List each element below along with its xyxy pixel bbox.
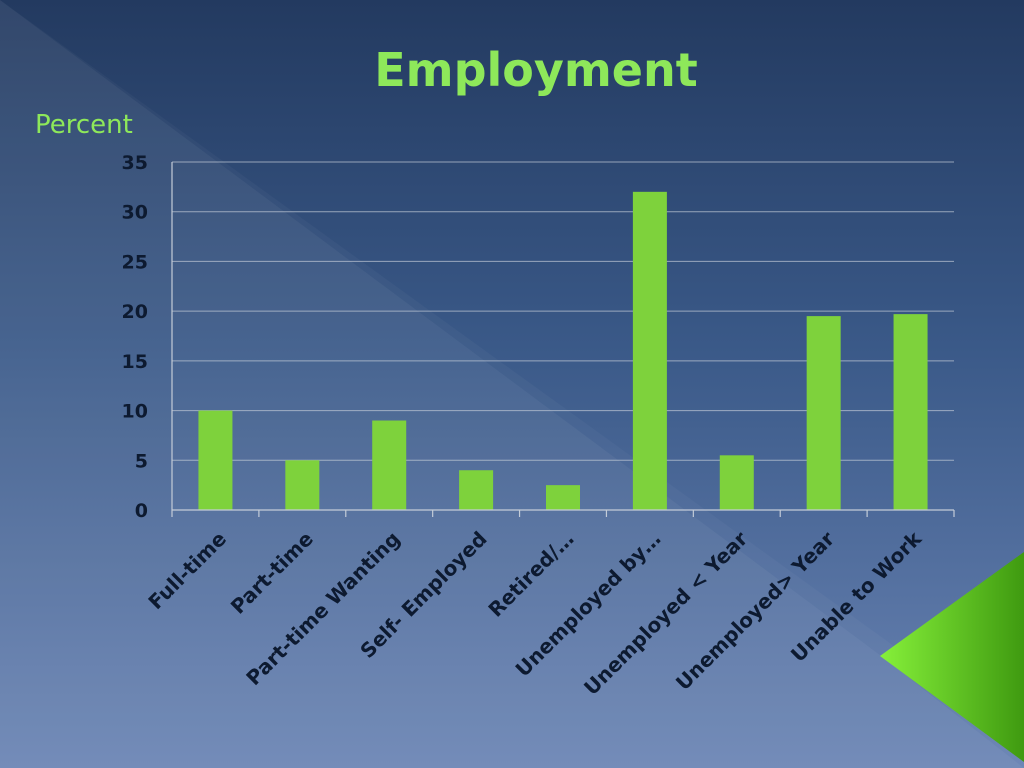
- bar: [285, 460, 320, 510]
- bar: [806, 316, 841, 510]
- chart-title: Employment: [374, 43, 698, 97]
- y-tick-label: 5: [135, 450, 148, 472]
- bar: [546, 485, 580, 510]
- y-tick-label: 0: [135, 500, 148, 522]
- y-tick-label: 10: [122, 401, 148, 423]
- bar: [198, 410, 233, 510]
- y-axis-label: Percent: [35, 110, 133, 140]
- y-tick-label: 25: [122, 251, 148, 273]
- y-tick-label: 30: [122, 202, 148, 224]
- y-tick-label: 35: [122, 152, 148, 174]
- bars: [198, 191, 928, 511]
- bar: [719, 455, 754, 510]
- bar: [893, 314, 928, 510]
- y-tick-labels: 0 5 10 15 20 25 30 35: [122, 152, 148, 522]
- y-tick-label: 15: [122, 351, 148, 373]
- bar: [632, 191, 667, 511]
- corner-accent-triangle: [880, 552, 1024, 762]
- bar: [459, 470, 494, 510]
- bar: [372, 420, 407, 510]
- x-axis: [171, 162, 955, 517]
- y-tick-label: 20: [122, 301, 148, 323]
